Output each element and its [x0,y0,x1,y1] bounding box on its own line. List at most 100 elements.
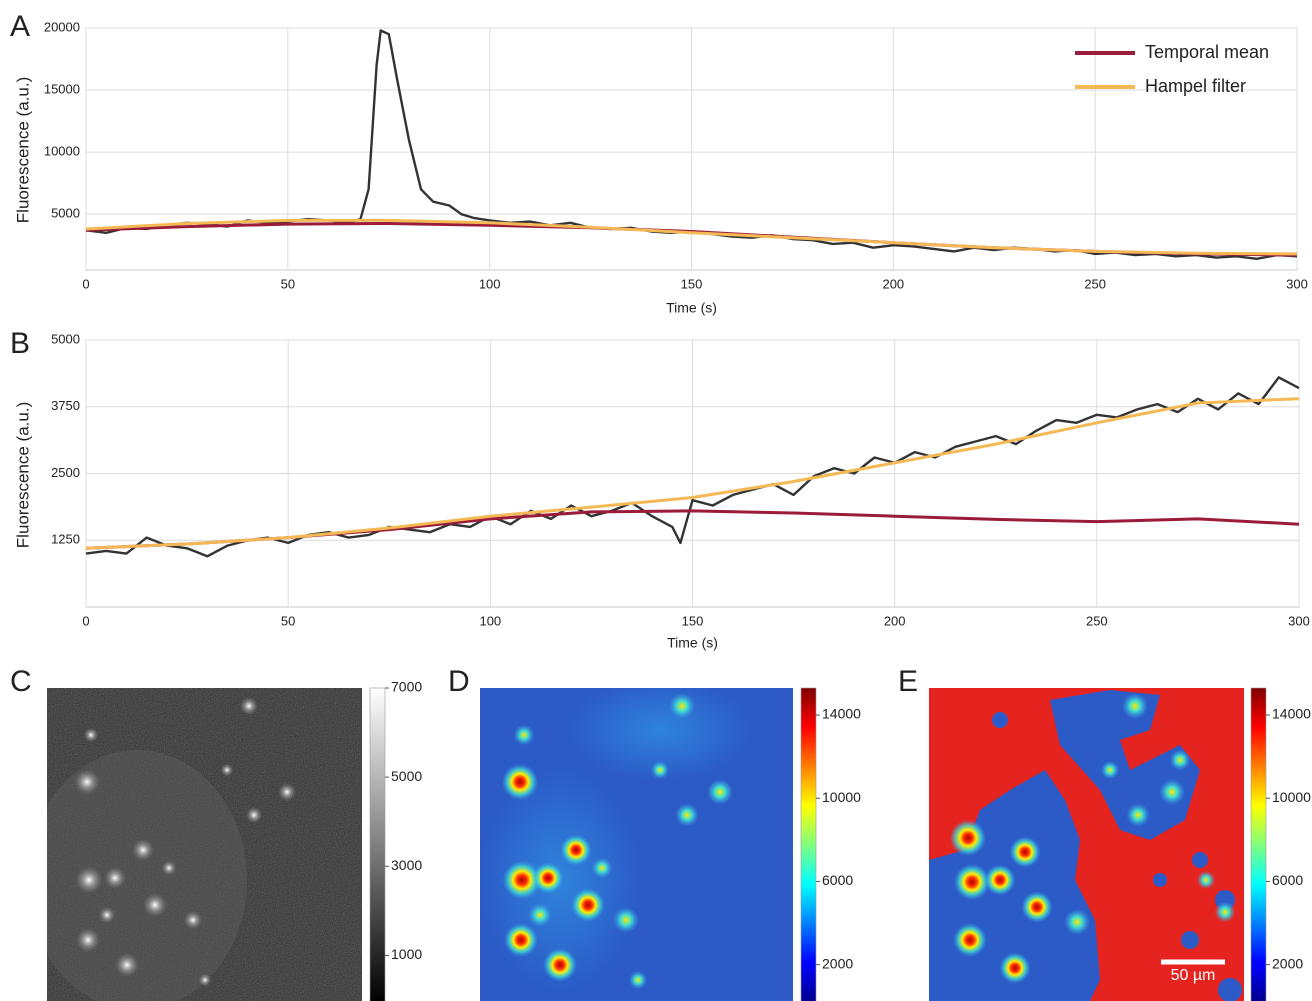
colorbar-label: 14000 [1272,706,1311,722]
legend-label: Temporal mean [1145,42,1269,62]
image-region [1192,852,1208,868]
x-tick-label: 150 [682,613,704,628]
cell [98,906,116,924]
cell [628,970,648,990]
cell [650,760,670,780]
colorbar-label: 6000 [822,872,853,888]
colorbar-label: 7000 [391,679,422,695]
series-line [85,218,1298,256]
cell [75,866,103,894]
x-axis-label: Time (s) [667,635,718,651]
colorbar-label: 5000 [391,768,422,784]
image-noise [47,688,362,1001]
x-tick-label: 0 [82,276,89,291]
image-region [1050,690,1200,840]
colorbar-label: 10000 [1272,789,1311,805]
x-tick-label: 150 [681,276,703,291]
cell [278,783,296,801]
cell [984,864,1016,896]
cell [184,911,202,929]
cell [220,763,234,777]
cell [76,928,100,952]
colorbar-label: 2000 [822,955,853,971]
cell [613,907,639,933]
cell [707,779,733,805]
y-tick-label: 2500 [51,465,80,480]
colorbar-label: 1000 [391,946,422,962]
cell [83,727,99,743]
cell [161,860,177,876]
x-axis-label: Time (s) [666,300,717,316]
series-line [85,376,1300,558]
cell [1064,909,1090,935]
x-tick-label: 50 [281,613,295,628]
x-tick-label: 200 [884,613,906,628]
cell [1100,760,1120,780]
image [480,688,793,1001]
series-line [85,397,1300,550]
image-region [1153,873,1167,887]
cell [543,948,577,982]
cell [675,803,699,827]
cell [571,888,605,922]
cell [115,953,139,977]
cell [132,839,154,861]
cell [502,860,542,900]
cell [1214,901,1236,923]
x-tick-label: 50 [281,276,295,291]
image-haze [570,688,750,780]
colorbar-label: 2000 [1272,955,1303,971]
cell [245,806,263,824]
x-tick-label: 100 [479,276,501,291]
x-tick-label: 100 [479,613,501,628]
y-axis-label: Fluorescence (a.u.) [13,77,32,223]
cell [1196,870,1216,890]
colorbar-label: 6000 [1272,872,1303,888]
cell [560,834,592,866]
panel-label: D [448,665,470,698]
cell [143,893,167,917]
x-tick-label: 250 [1084,276,1106,291]
cell [240,697,258,715]
y-tick-label: 15000 [44,81,80,96]
cell [1126,803,1150,827]
cell [1159,779,1185,805]
image-region [1218,978,1242,1001]
cell [1169,749,1191,771]
cell [104,867,126,889]
x-tick-label: 0 [82,613,89,628]
cell [532,862,564,894]
image [929,688,1244,1001]
cell [504,923,538,957]
y-axis-label: Fluorescence (a.u.) [13,402,32,548]
cell [74,769,100,795]
panel-label: B [10,327,30,360]
cell [1009,836,1041,868]
y-tick-label: 5000 [51,331,80,346]
y-tick-label: 5000 [51,206,80,221]
y-tick-label: 20000 [44,19,80,34]
x-tick-label: 300 [1286,276,1308,291]
colorbar [1250,687,1267,1001]
image [47,688,362,1001]
x-tick-label: 300 [1288,613,1310,628]
colorbar [800,687,817,1001]
x-tick-label: 250 [1086,613,1108,628]
legend-label: Hampel filter [1145,76,1246,96]
panel-label: E [898,665,918,698]
cell [999,952,1031,984]
cell [1021,891,1053,923]
cell [501,763,539,801]
colorbar [369,687,386,1001]
colorbar-label: 14000 [822,706,861,722]
colorbar-label: 10000 [822,789,861,805]
y-tick-label: 10000 [44,144,80,159]
panel-label: A [10,10,30,43]
cell [953,923,987,957]
cell [528,903,552,927]
panel-label: C [10,665,32,698]
colorbar-label: 3000 [391,857,422,873]
cell [669,693,695,719]
cell [1122,693,1148,719]
